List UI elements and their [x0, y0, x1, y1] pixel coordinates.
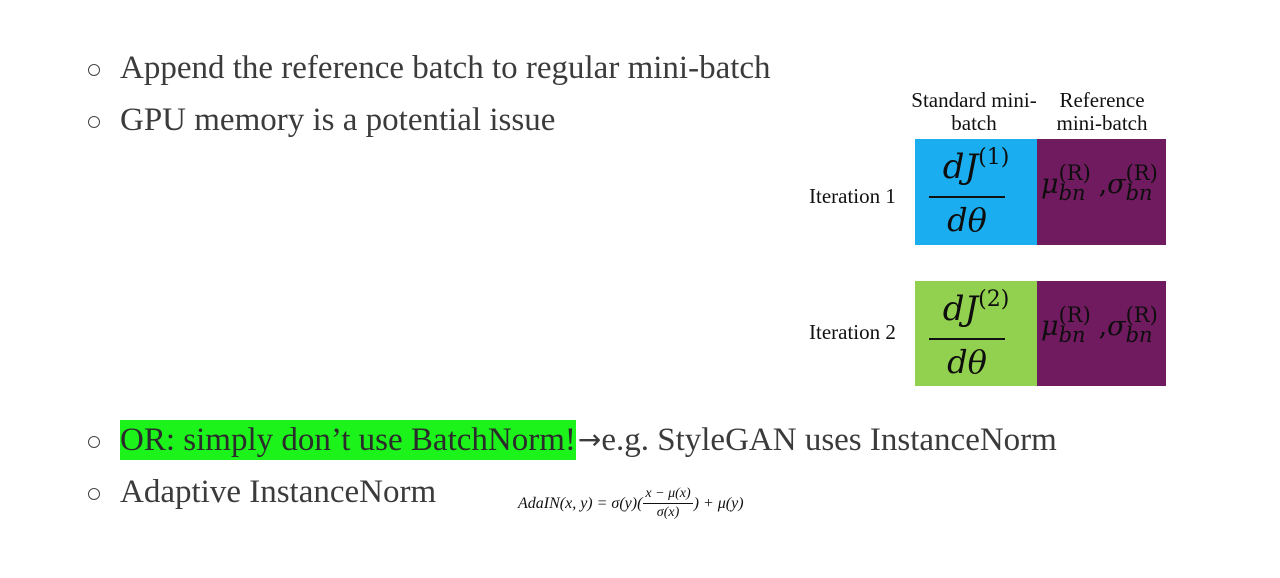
formula-fraction: x − μ(x) σ(x): [643, 486, 693, 521]
standard-batch-cell: dJ(2) dθ: [915, 281, 1037, 386]
bullet-marker: [88, 436, 100, 448]
gradient-denominator: dθ: [947, 343, 987, 381]
reference-stats: μ (R) bn ,σ (R) bn: [1041, 161, 1158, 205]
gradient-numerator: dJ(2): [942, 287, 1010, 329]
gradient-numerator: dJ(1): [942, 145, 1010, 187]
formula-denominator: σ(x): [656, 505, 680, 520]
bullet-append-reference: Append the reference batch to regular mi…: [88, 48, 771, 88]
bullet-marker: [88, 64, 100, 76]
fraction-bar: [929, 196, 1005, 198]
bullet-text: e.g. StyleGAN uses InstanceNorm: [601, 422, 1057, 458]
bullet-text: GPU memory is a potential issue: [120, 102, 556, 138]
gradient-superscript: (2): [978, 287, 1010, 312]
highlighted-text: OR: simply don’t use BatchNorm!: [120, 420, 576, 460]
column-header-reference: Reference mini-batch: [1056, 88, 1148, 135]
gradient-superscript: (1): [978, 145, 1010, 170]
bullet-marker: [88, 488, 100, 500]
iteration-label: Iteration 1: [809, 184, 896, 208]
gradient-denominator: dθ: [947, 201, 987, 239]
column-header-standard: Standard mini-batch: [911, 88, 1037, 135]
iteration-label: Iteration 2: [809, 320, 896, 344]
bullet-text: Append the reference batch to regular mi…: [120, 50, 771, 86]
adain-formula: AdaIN(x, y) = σ(y)( x − μ(x) σ(x) ) + μ(…: [518, 486, 744, 521]
bullet-text: Adaptive InstanceNorm: [120, 474, 437, 510]
bullet-adaptive-instancenorm: Adaptive InstanceNorm: [88, 472, 436, 512]
formula-lhs: AdaIN(x, y) = σ(y)(: [518, 494, 643, 512]
bullet-marker: [88, 116, 100, 128]
bullet-gpu-memory: GPU memory is a potential issue: [88, 100, 555, 140]
standard-batch-cell: dJ(1) dθ: [915, 139, 1037, 245]
reference-stats: μ (R) bn ,σ (R) bn: [1041, 303, 1158, 347]
arrow-icon: →: [577, 423, 602, 456]
formula-rhs: ) + μ(y): [693, 494, 744, 512]
bullet-no-batchnorm: OR: simply don’t use BatchNorm! → e.g. S…: [88, 420, 1057, 460]
fraction-bar: [929, 338, 1005, 340]
formula-numerator: x − μ(x): [643, 486, 693, 504]
reference-batch-cell: μ (R) bn ,σ (R) bn: [1037, 281, 1166, 386]
reference-batch-cell: μ (R) bn ,σ (R) bn: [1037, 139, 1166, 245]
